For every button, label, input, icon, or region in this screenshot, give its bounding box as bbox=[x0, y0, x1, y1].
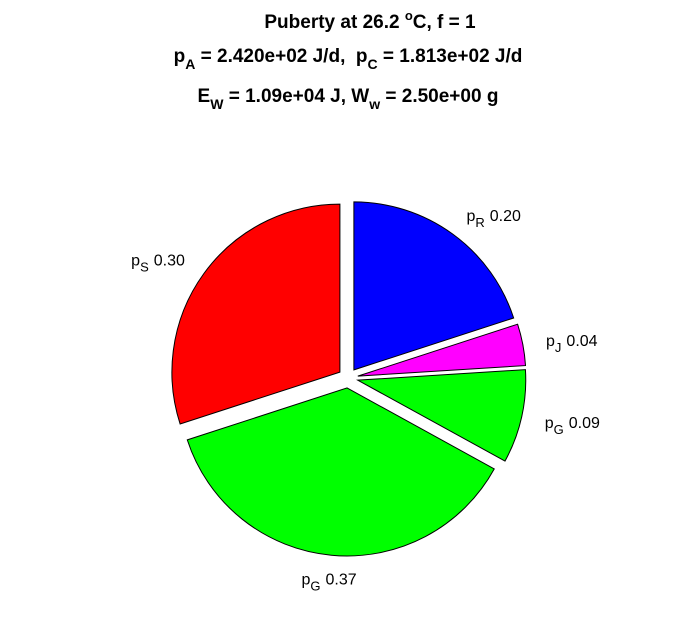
title-sub: C bbox=[368, 56, 378, 72]
title-sub: w bbox=[368, 96, 380, 112]
slice-label: pG 0.37 bbox=[301, 572, 356, 594]
label-sub: G bbox=[554, 422, 564, 437]
pie-slice bbox=[186, 387, 495, 557]
label-name: p bbox=[545, 415, 554, 432]
title-text: C, f = 1 bbox=[413, 12, 476, 33]
label-sub: S bbox=[140, 260, 149, 275]
label-name: p bbox=[546, 333, 555, 350]
pie-slice bbox=[353, 201, 515, 371]
slice-label: pR 0.20 bbox=[466, 208, 521, 230]
chart-subtitle: pA = 2.420e+02 J/d, pC = 1.813e+02 J/d bbox=[174, 46, 523, 72]
value-label: 0.37 bbox=[325, 572, 356, 589]
label-sub: R bbox=[475, 215, 484, 230]
value-label: 0.09 bbox=[569, 415, 600, 432]
title-text: = 1.813e+02 J/d bbox=[378, 46, 523, 67]
pie-slice bbox=[356, 369, 527, 462]
label-sub: G bbox=[310, 579, 320, 594]
title-text: E bbox=[198, 86, 211, 107]
title-text: p bbox=[174, 46, 186, 67]
title-sub: A bbox=[185, 56, 195, 72]
chart-subtitle: EW = 1.09e+04 J, Ww = 2.50e+00 g bbox=[198, 86, 499, 112]
title-text: = 2.420e+02 J/d, p bbox=[195, 46, 367, 67]
value-label: 0.30 bbox=[154, 253, 185, 270]
title-text: Puberty at 26.2 bbox=[264, 12, 404, 33]
label-name: p bbox=[301, 572, 310, 589]
title-text: = 1.09e+04 J, W bbox=[223, 86, 369, 107]
title-sup: o bbox=[405, 8, 413, 23]
chart-title: Puberty at 26.2 oC, f = 1 bbox=[264, 8, 476, 33]
value-label: 0.20 bbox=[490, 208, 521, 225]
slice-label: pJ 0.04 bbox=[546, 333, 598, 355]
pie-slice bbox=[171, 203, 341, 425]
title-sub: W bbox=[210, 96, 224, 112]
label-sub: J bbox=[555, 340, 562, 355]
label-name: p bbox=[466, 208, 475, 225]
label-name: p bbox=[131, 253, 140, 270]
slice-label: pS 0.30 bbox=[131, 253, 185, 275]
title-text: = 2.50e+00 g bbox=[380, 86, 498, 107]
slice-label: pG 0.09 bbox=[545, 415, 600, 437]
value-label: 0.04 bbox=[566, 333, 597, 350]
pie-slice bbox=[357, 323, 527, 377]
